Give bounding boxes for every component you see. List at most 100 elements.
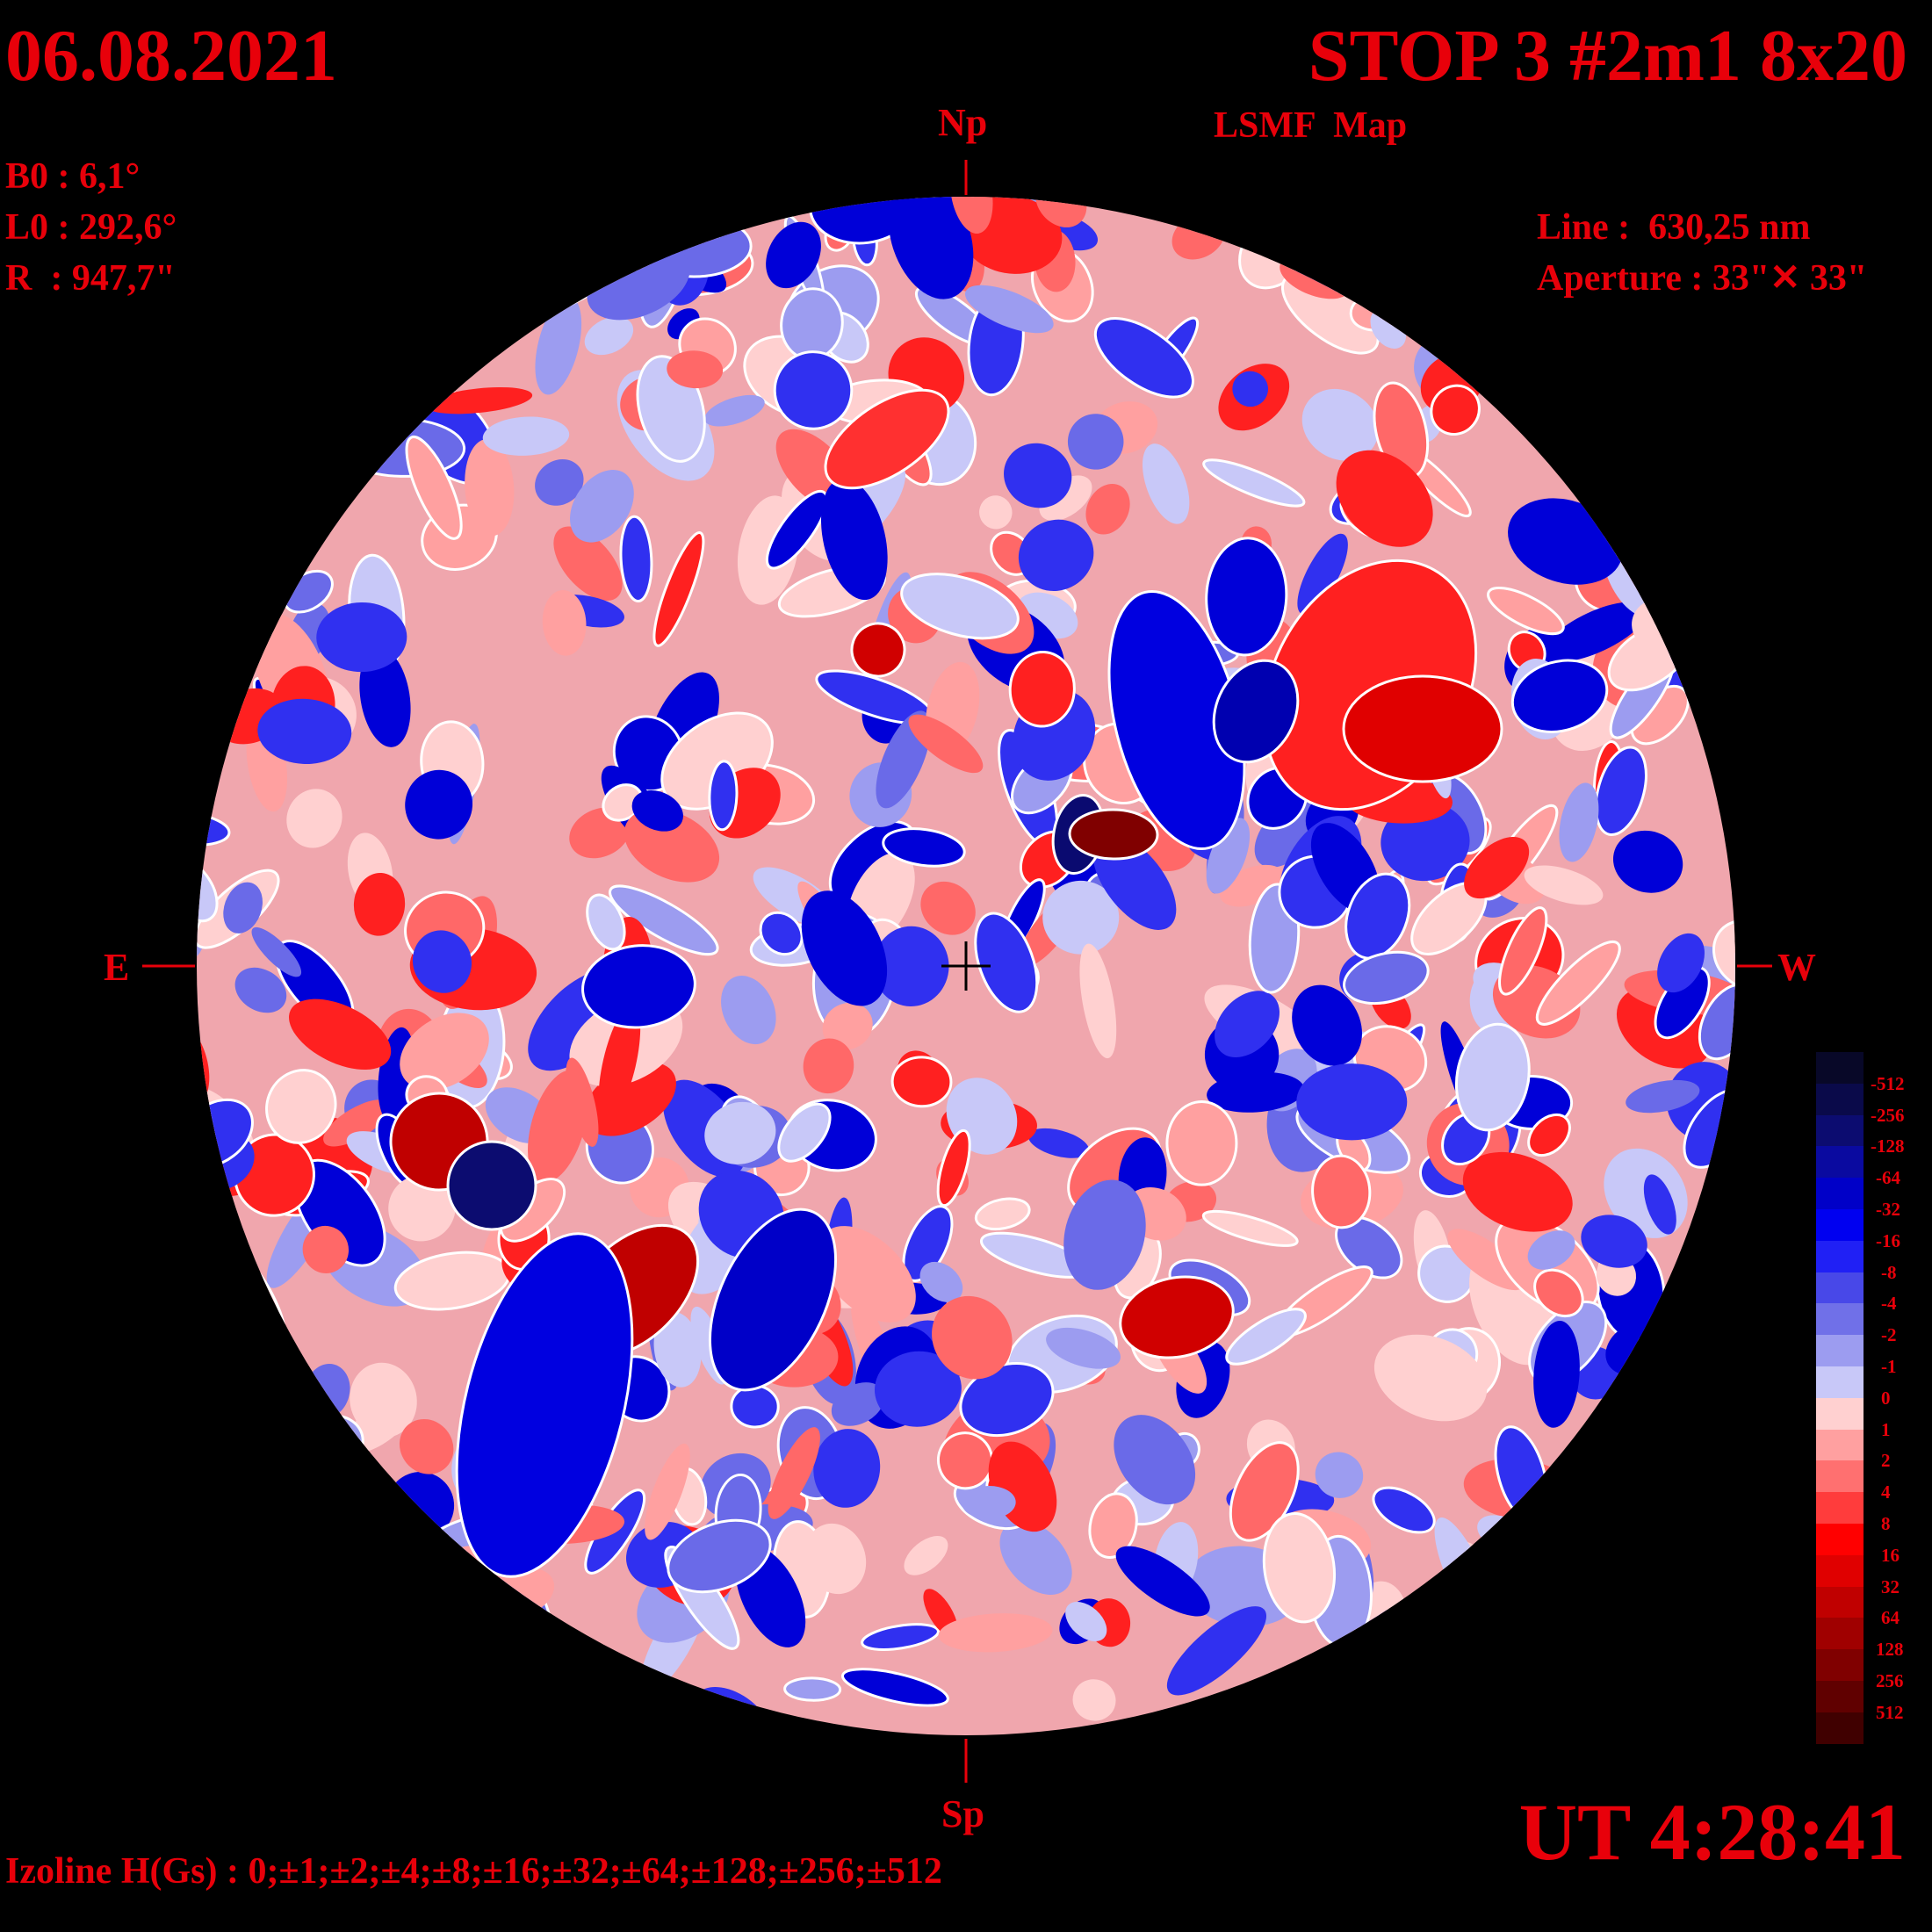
field-blob <box>1533 1268 1584 1318</box>
field-blob <box>882 827 966 868</box>
legend-label: 2 <box>1881 1450 1891 1472</box>
field-blob <box>1297 533 1348 615</box>
field-blob <box>1207 1071 1305 1113</box>
field-blob <box>1232 371 1269 407</box>
field-blob <box>359 647 411 747</box>
field-blob <box>528 1070 588 1183</box>
field-blob <box>1612 830 1683 893</box>
center-crosshair <box>941 941 991 991</box>
field-blob <box>704 1101 776 1164</box>
field-blob <box>619 515 653 603</box>
param-line: Line : 630,25 nm <box>1537 207 1811 248</box>
field-blob <box>482 416 570 456</box>
field-blob <box>653 1311 702 1388</box>
field-blob <box>999 1520 1072 1596</box>
field-blob <box>1372 1486 1436 1534</box>
legend-swatch <box>1816 1460 1864 1493</box>
field-blob <box>801 890 888 1006</box>
field-blob <box>1447 1229 1525 1291</box>
field-blob <box>708 1208 838 1392</box>
field-blob <box>1527 1230 1575 1270</box>
field-blob <box>822 1002 873 1050</box>
legend-swatch <box>1816 1240 1864 1272</box>
field-blob <box>862 881 904 908</box>
field-blob <box>265 1069 337 1144</box>
direction-east: E <box>104 946 130 989</box>
field-blob <box>1626 1079 1700 1114</box>
legend-label: -64 <box>1876 1167 1900 1189</box>
field-blob <box>1004 443 1072 508</box>
field-blob <box>1535 940 1621 1026</box>
field-blob <box>667 350 724 389</box>
field-blob <box>1063 1179 1146 1290</box>
field-blob <box>197 858 219 923</box>
axis-ticks <box>142 160 1772 1783</box>
field-blob <box>1165 1099 1238 1186</box>
field-blob <box>251 926 302 977</box>
field-blob <box>1072 1679 1116 1721</box>
legend-label: -1 <box>1881 1356 1897 1377</box>
field-blob <box>234 967 287 1013</box>
field-blob <box>1202 458 1306 508</box>
param-l0: L0 : 292,6° <box>5 207 177 248</box>
field-blob <box>1524 865 1604 905</box>
legend-label: -16 <box>1876 1229 1900 1251</box>
field-blob <box>1201 1209 1299 1247</box>
field-blob <box>399 1418 454 1474</box>
field-blob <box>652 531 705 647</box>
field-blob <box>1215 991 1280 1058</box>
field-blob <box>974 1197 1031 1231</box>
field-blob <box>353 872 406 936</box>
field-blob <box>602 783 644 822</box>
field-blob <box>1336 450 1433 547</box>
field-blob <box>667 1518 772 1594</box>
field-blob <box>1119 1275 1235 1359</box>
field-blob <box>289 998 392 1071</box>
field-blob <box>1343 950 1430 1006</box>
field-blob <box>704 394 765 427</box>
legend-swatch <box>1816 1649 1864 1681</box>
field-blob <box>446 1140 537 1231</box>
field-blob <box>1527 1113 1571 1157</box>
field-blob <box>1079 943 1117 1059</box>
map-title: STOP 3 #2m1 8x20 <box>1308 15 1907 97</box>
field-blob <box>570 470 634 543</box>
legend-label: 256 <box>1876 1670 1904 1691</box>
field-blob <box>803 1038 854 1094</box>
param-radius: R : 947,7" <box>5 258 176 299</box>
field-blob <box>286 789 342 848</box>
legend-label: -512 <box>1871 1072 1905 1094</box>
field-blob <box>1229 1441 1300 1542</box>
field-blob <box>1581 1215 1647 1268</box>
field-blob <box>1464 837 1530 899</box>
field-blob <box>455 1232 634 1578</box>
field-blob <box>820 478 888 601</box>
param-aperture: Aperture : 33"✕ 33" <box>1537 258 1868 299</box>
legend-label: -128 <box>1871 1135 1905 1157</box>
legend-swatch <box>1816 1208 1864 1241</box>
field-blob <box>535 458 584 506</box>
field-blob <box>1046 1327 1121 1369</box>
field-blob <box>1205 537 1288 657</box>
field-blob <box>965 285 1054 334</box>
field-blob <box>1068 808 1159 861</box>
field-blob <box>1027 1128 1090 1158</box>
legend-label: 512 <box>1876 1701 1904 1723</box>
field-blob <box>1008 650 1076 728</box>
field-blob <box>535 296 582 395</box>
observation-date: 06.08.2021 <box>5 15 337 97</box>
field-blob <box>1212 659 1300 764</box>
field-blob <box>316 602 407 673</box>
field-blob <box>730 1384 780 1429</box>
field-blob <box>400 1013 489 1091</box>
legend-label: -8 <box>1881 1261 1897 1283</box>
field-blob <box>974 912 1039 1013</box>
field-blob <box>904 1535 948 1575</box>
legend-swatch <box>1816 1492 1864 1524</box>
field-blob <box>1067 414 1124 470</box>
field-blob <box>1018 519 1094 592</box>
field-blob <box>350 1362 417 1438</box>
field-blob <box>1462 1151 1573 1232</box>
field-blob <box>645 1443 690 1540</box>
solar-disk <box>197 197 1735 1735</box>
